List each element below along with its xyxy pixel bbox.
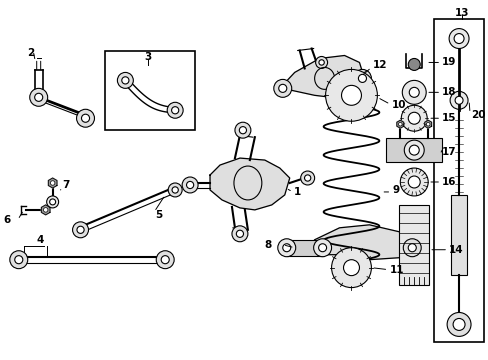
Circle shape	[402, 80, 426, 104]
Circle shape	[277, 239, 295, 257]
Circle shape	[35, 93, 42, 102]
Circle shape	[408, 145, 418, 155]
Circle shape	[161, 256, 169, 264]
Circle shape	[331, 248, 371, 288]
Text: 18: 18	[441, 87, 456, 97]
Text: 12: 12	[372, 60, 386, 71]
Bar	[105, 50, 195, 130]
Polygon shape	[424, 120, 431, 128]
Circle shape	[325, 69, 377, 121]
Circle shape	[15, 256, 23, 264]
Circle shape	[50, 181, 55, 185]
Circle shape	[50, 199, 56, 205]
Circle shape	[404, 140, 424, 160]
Polygon shape	[396, 120, 403, 128]
Bar	[386, 138, 441, 162]
Circle shape	[304, 175, 310, 181]
Text: 9: 9	[391, 185, 399, 195]
Circle shape	[446, 312, 470, 336]
Circle shape	[168, 183, 182, 197]
Text: 7: 7	[62, 180, 70, 190]
Circle shape	[408, 87, 418, 97]
Circle shape	[81, 114, 89, 122]
Text: 16: 16	[441, 177, 456, 187]
Circle shape	[449, 91, 467, 109]
Circle shape	[318, 60, 324, 65]
Circle shape	[341, 85, 361, 105]
Text: 19: 19	[441, 58, 456, 67]
Text: 3: 3	[144, 53, 152, 63]
Circle shape	[236, 230, 243, 237]
Circle shape	[239, 127, 246, 134]
Circle shape	[407, 176, 419, 188]
Circle shape	[400, 168, 427, 196]
Circle shape	[273, 80, 291, 97]
Circle shape	[313, 239, 331, 257]
Circle shape	[318, 244, 326, 252]
Circle shape	[10, 251, 28, 269]
Circle shape	[407, 244, 415, 252]
Circle shape	[46, 196, 59, 208]
Polygon shape	[41, 205, 50, 215]
Circle shape	[398, 122, 401, 126]
Polygon shape	[48, 178, 57, 188]
Text: 15: 15	[441, 113, 456, 123]
Text: 14: 14	[448, 245, 463, 255]
Bar	[450, 195, 466, 275]
Text: 5: 5	[155, 210, 162, 220]
Circle shape	[231, 226, 247, 242]
Circle shape	[43, 208, 48, 212]
Circle shape	[171, 107, 179, 114]
Polygon shape	[210, 158, 289, 210]
Circle shape	[358, 75, 366, 82]
Circle shape	[77, 226, 84, 233]
Text: 10: 10	[390, 100, 405, 110]
Circle shape	[122, 77, 129, 84]
Circle shape	[401, 105, 427, 131]
Text: 20: 20	[470, 110, 485, 120]
Circle shape	[407, 58, 419, 71]
Circle shape	[182, 177, 198, 193]
Circle shape	[172, 187, 178, 193]
Circle shape	[407, 112, 419, 124]
Bar	[433, 19, 483, 342]
Bar	[286, 240, 322, 256]
Text: 11: 11	[388, 265, 403, 275]
Circle shape	[77, 109, 94, 127]
Circle shape	[353, 69, 371, 87]
Circle shape	[167, 102, 183, 118]
Circle shape	[300, 171, 314, 185]
Circle shape	[426, 122, 429, 126]
Text: 17: 17	[441, 147, 456, 157]
Text: 1: 1	[293, 187, 300, 197]
Polygon shape	[314, 225, 408, 260]
Text: 4: 4	[37, 235, 44, 245]
Circle shape	[454, 96, 462, 104]
Bar	[399, 205, 428, 285]
Circle shape	[186, 181, 193, 189]
Circle shape	[278, 84, 286, 93]
Circle shape	[403, 239, 420, 257]
Circle shape	[30, 88, 47, 106]
Circle shape	[72, 222, 88, 238]
Circle shape	[343, 260, 359, 276]
Text: 13: 13	[454, 8, 468, 18]
Circle shape	[448, 28, 468, 49]
Circle shape	[156, 251, 174, 269]
Circle shape	[117, 72, 133, 88]
Circle shape	[453, 33, 463, 44]
Circle shape	[234, 122, 250, 138]
Circle shape	[452, 319, 464, 330]
Circle shape	[315, 57, 327, 68]
Polygon shape	[279, 55, 364, 98]
Text: 2: 2	[27, 49, 34, 58]
Circle shape	[282, 244, 290, 252]
Text: 8: 8	[264, 240, 271, 250]
Text: 6: 6	[4, 215, 11, 225]
